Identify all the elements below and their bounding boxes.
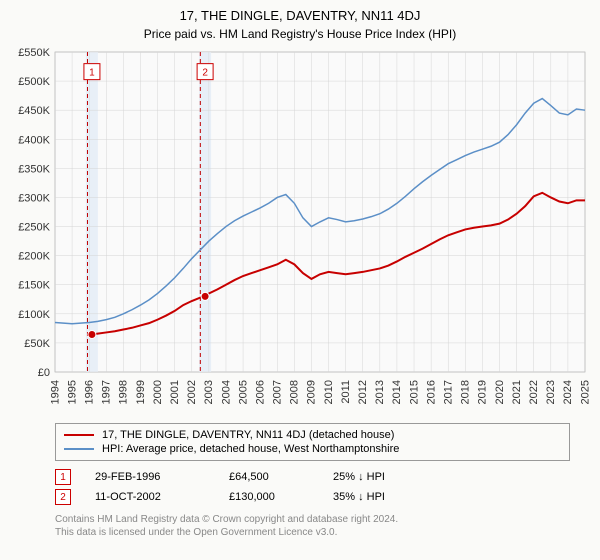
legend: 17, THE DINGLE, DAVENTRY, NN11 4DJ (deta… xyxy=(55,423,570,461)
svg-text:2004: 2004 xyxy=(220,380,232,404)
svg-text:2025: 2025 xyxy=(579,380,591,404)
legend-label: 17, THE DINGLE, DAVENTRY, NN11 4DJ (deta… xyxy=(102,429,394,441)
svg-text:2002: 2002 xyxy=(186,380,198,404)
svg-text:2023: 2023 xyxy=(545,380,557,404)
sale-price: £64,500 xyxy=(229,471,309,483)
sales-table: 1 29-FEB-1996 £64,500 25% ↓ HPI 2 11-OCT-2002… xyxy=(55,467,570,507)
svg-text:2009: 2009 xyxy=(306,380,318,404)
legend-label: HPI: Average price, detached house, West… xyxy=(102,443,399,455)
svg-text:£250K: £250K xyxy=(18,222,50,234)
svg-text:£550K: £550K xyxy=(18,47,50,59)
legend-swatch xyxy=(64,448,94,450)
svg-text:2012: 2012 xyxy=(357,380,369,404)
svg-text:1994: 1994 xyxy=(49,380,61,404)
svg-text:1998: 1998 xyxy=(118,380,130,404)
svg-text:2018: 2018 xyxy=(460,380,472,404)
svg-text:2019: 2019 xyxy=(477,380,489,404)
svg-text:2016: 2016 xyxy=(425,380,437,404)
sale-badge: 2 xyxy=(55,489,71,505)
svg-text:1: 1 xyxy=(89,68,95,79)
svg-text:2001: 2001 xyxy=(169,380,181,404)
footer-line-2: This data is licensed under the Open Gov… xyxy=(55,526,570,539)
price-chart: £0 £50K £100K £150K £200K £250K £300K £350K £400… xyxy=(0,47,600,417)
chart-container: £0 £50K £100K £150K £200K £250K £300K £350K £400… xyxy=(0,47,600,417)
svg-text:2005: 2005 xyxy=(237,380,249,404)
svg-text:2011: 2011 xyxy=(340,380,352,404)
svg-text:2008: 2008 xyxy=(289,380,301,404)
legend-item: 17, THE DINGLE, DAVENTRY, NN11 4DJ (deta… xyxy=(64,428,561,442)
svg-text:2024: 2024 xyxy=(562,380,574,404)
svg-text:2003: 2003 xyxy=(203,380,215,404)
svg-text:1996: 1996 xyxy=(83,380,95,404)
svg-text:1999: 1999 xyxy=(135,380,147,404)
svg-text:£500K: £500K xyxy=(18,76,50,88)
sale-row: 2 11-OCT-2002 £130,000 35% ↓ HPI xyxy=(55,487,570,507)
svg-text:2007: 2007 xyxy=(272,380,284,404)
chart-subtitle: Price paid vs. HM Land Registry's House … xyxy=(0,23,600,47)
svg-text:£200K: £200K xyxy=(18,251,50,263)
svg-text:£300K: £300K xyxy=(18,192,50,204)
svg-text:2006: 2006 xyxy=(254,380,266,404)
footer-attribution: Contains HM Land Registry data © Crown c… xyxy=(55,513,570,539)
svg-text:2010: 2010 xyxy=(323,380,335,404)
sale-date: 11-OCT-2002 xyxy=(95,491,205,503)
sale-diff: 35% ↓ HPI xyxy=(333,491,423,503)
svg-text:£350K: £350K xyxy=(18,163,50,175)
sale-badge: 1 xyxy=(55,469,71,485)
sale-price: £130,000 xyxy=(229,491,309,503)
svg-text:2: 2 xyxy=(202,68,208,79)
svg-text:2020: 2020 xyxy=(494,380,506,404)
sale-date: 29-FEB-1996 xyxy=(95,471,205,483)
svg-text:1995: 1995 xyxy=(66,380,78,404)
svg-text:2000: 2000 xyxy=(152,380,164,404)
svg-text:£150K: £150K xyxy=(18,280,50,292)
chart-title: 17, THE DINGLE, DAVENTRY, NN11 4DJ xyxy=(0,0,600,23)
svg-text:1997: 1997 xyxy=(101,380,113,404)
svg-text:2015: 2015 xyxy=(408,380,420,404)
sale-diff: 25% ↓ HPI xyxy=(333,471,423,483)
svg-text:£0: £0 xyxy=(38,367,50,379)
svg-text:£400K: £400K xyxy=(18,134,50,146)
legend-swatch xyxy=(64,434,94,436)
footer-line-1: Contains HM Land Registry data © Crown c… xyxy=(55,513,570,526)
svg-text:2021: 2021 xyxy=(511,380,523,404)
svg-text:2013: 2013 xyxy=(374,380,386,404)
svg-text:£450K: £450K xyxy=(18,105,50,117)
svg-text:£50K: £50K xyxy=(24,338,50,350)
svg-text:2014: 2014 xyxy=(391,380,403,404)
svg-text:£100K: £100K xyxy=(18,309,50,321)
legend-item: HPI: Average price, detached house, West… xyxy=(64,442,561,456)
svg-text:2017: 2017 xyxy=(443,380,455,404)
svg-text:2022: 2022 xyxy=(528,380,540,404)
sale-row: 1 29-FEB-1996 £64,500 25% ↓ HPI xyxy=(55,467,570,487)
